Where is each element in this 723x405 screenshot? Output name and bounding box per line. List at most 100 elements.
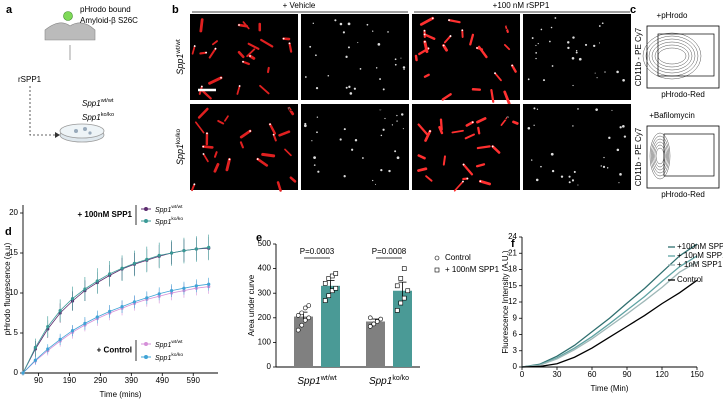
contour [648,38,696,74]
series-line [22,286,209,374]
microglia-cell [213,151,218,158]
phrodo-spot [347,46,350,49]
phrodo-spot [353,87,356,90]
phrodo-spot [339,22,343,26]
data-point [120,305,124,309]
data-point [401,295,407,301]
data-point [182,249,186,253]
legend-label: + 10nM SPP1 [677,251,723,260]
microglia-cell [500,116,509,126]
phrodo-spot [471,121,474,124]
gene-genotype: wt/wt [171,204,183,210]
genotype-label: Spp1ko/ko [82,112,114,122]
phrodo-spot [572,84,574,87]
phrodo-spot [622,78,625,82]
phrodo-spot [476,47,478,49]
microglia-cell [201,145,214,149]
data-point [83,321,87,325]
phrodo-spot [193,183,196,186]
y-tick-label: 3 [513,346,518,355]
phrodo-spot [619,173,622,176]
genotype-label: Spp1wt/wt [82,98,114,108]
y-tick-label: 9 [513,313,518,322]
phrodo-spot [309,45,312,48]
phrodo-spot [313,156,316,160]
micrograph [301,104,409,190]
microglia-cell [476,145,491,150]
data-point [299,322,305,328]
gene-genotype: ko/ko [392,375,409,382]
phrodo-spot [442,44,445,47]
phrodo-spot [619,126,622,129]
phrodo-spot [448,19,450,22]
gene-name: Spp1 [175,144,185,165]
microglia-cell [425,175,433,182]
phrodo-spot [348,85,351,88]
contour [654,44,690,68]
phrodo-spot [595,108,598,111]
phrodo-spot [598,25,601,27]
phrodo-spot [571,56,575,60]
microglia-cell [441,93,452,101]
data-point [333,285,339,291]
y-tick-label: 100 [258,338,272,347]
phrodo-spot [242,60,244,63]
data-point [374,319,380,324]
phrodo-spot [304,122,307,125]
phrodo-spot [533,124,535,126]
phrodo-spot [401,113,404,116]
phrodo-spot [602,165,606,169]
microglia-cell [242,21,250,30]
micrograph [412,14,520,100]
legend-label: +100nM SPP1 [677,242,723,251]
phrodo-spot [531,37,534,39]
microglia-cell [276,181,282,192]
microglia-cell [503,44,511,51]
phrodo-spot [461,29,464,32]
phrodo-spot [288,42,291,45]
phrodo-spot [394,58,397,61]
channel-label: pHrodo [602,14,629,23]
microglia-cell [424,129,432,142]
microglia-cell [287,106,295,116]
data-point [302,305,308,311]
x-tick-label: 60 [588,370,597,379]
phrodo-spot [403,68,405,71]
contour [642,32,702,80]
annotation: P=0.0008 [372,247,407,256]
phrodo-spot [535,57,537,60]
phrodo-spot [600,165,602,167]
data-point [295,313,301,318]
phrodo-spot [540,28,543,31]
phrodo-spot [214,47,217,50]
phrodo-spot [554,17,557,19]
phrodo-spot [343,128,346,131]
y-tick-label: 6 [513,330,518,339]
phrodo-spot [573,170,576,173]
phrodo-spot [567,46,570,50]
phrodo-spot [396,114,398,117]
y-tick-label: 15 [508,281,517,290]
channel-label: pHrodo [491,113,518,122]
phrodo-spot [431,17,434,20]
phrodo-spot [560,175,564,178]
phrodo-spot [606,167,609,169]
x-tick-label: Spp1ko/ko [369,375,409,387]
data-point [207,245,211,249]
phrodo-spot [611,109,613,111]
contour [657,47,687,65]
phrodo-spot [357,42,359,44]
x-axis-label: Time (mins) [100,390,142,399]
data-point [326,293,332,298]
channel-label: pHrodo [380,104,407,113]
microglia-cell [208,76,223,85]
series-line [22,247,209,374]
phrodo-spot [536,108,539,110]
data-point [207,282,211,286]
phrodo-spot [618,182,620,184]
phrodo-spot [577,184,579,186]
gene-name: Spp1 [369,376,392,387]
microglia-cell [200,89,212,100]
phrodo-spot [571,179,575,182]
data-point [21,371,25,375]
